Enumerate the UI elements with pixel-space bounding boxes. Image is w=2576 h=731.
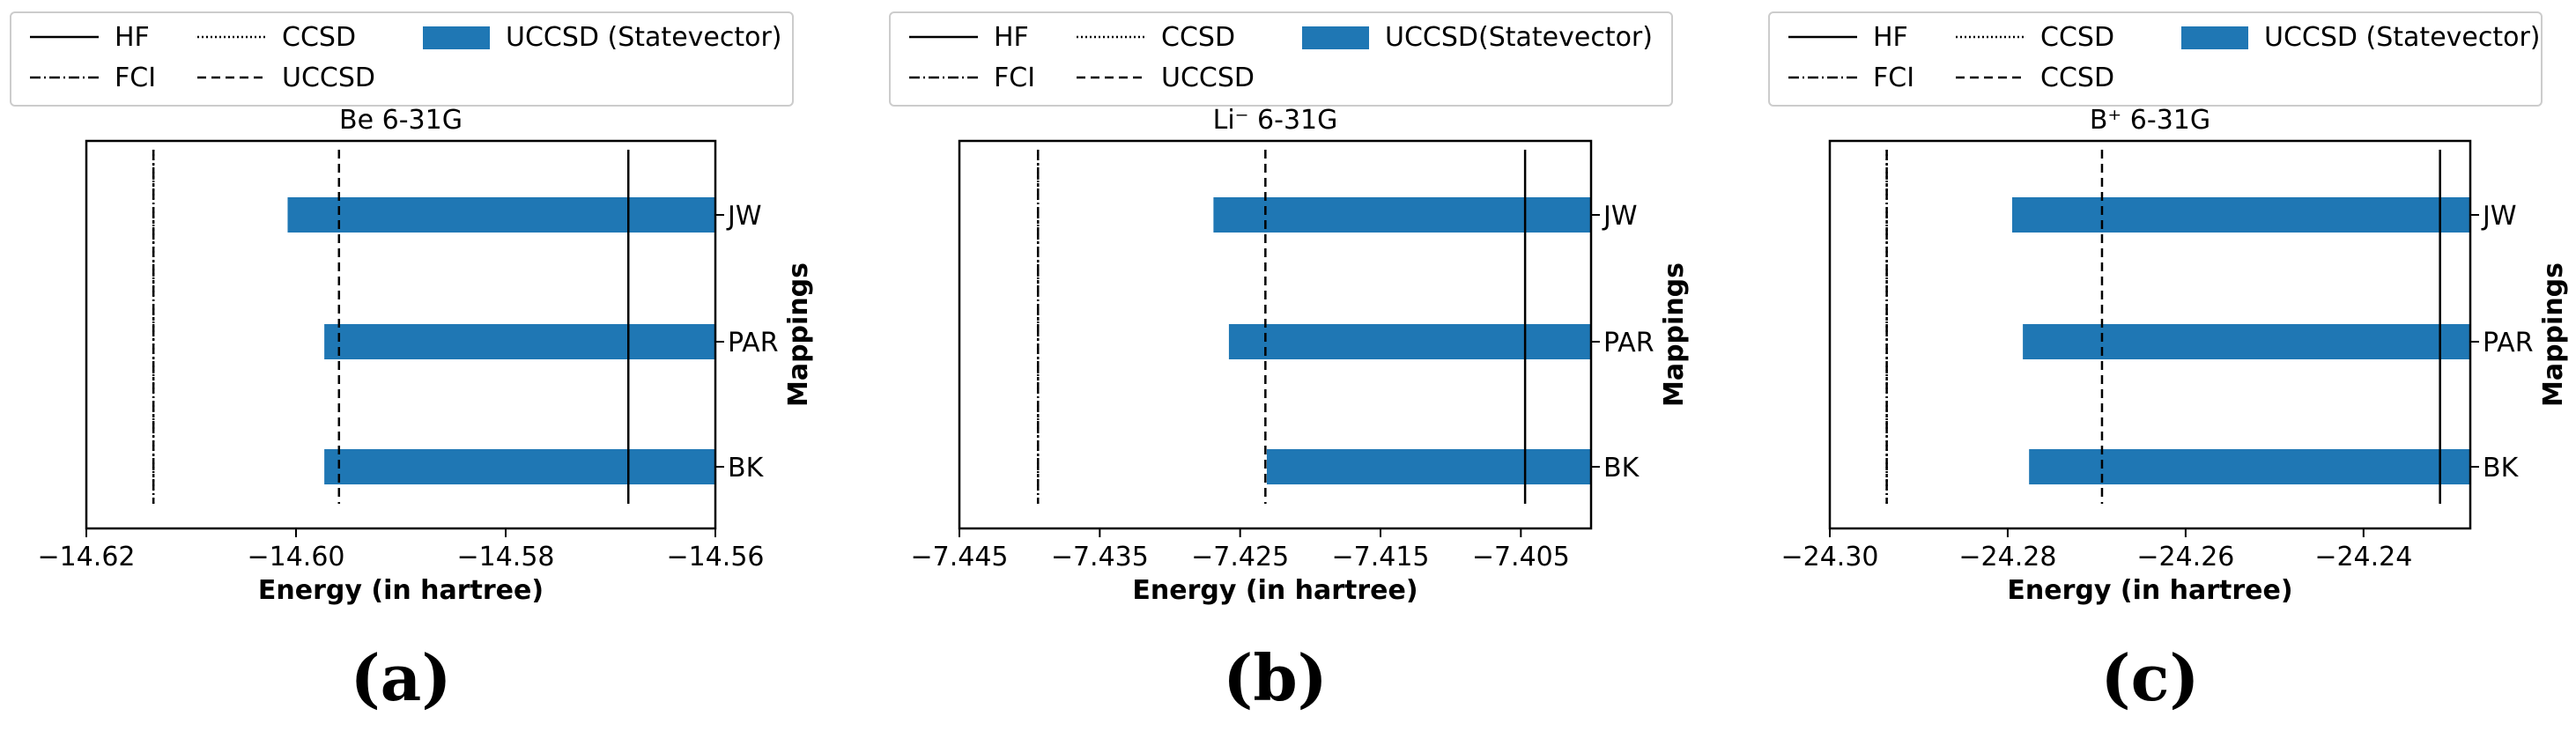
reference-lines [152,150,630,504]
legend-label-uccsd: UCCSD [1161,63,1255,93]
y-axis-label: Mappings [783,262,814,407]
x-tick-label: −7.415 [1331,542,1429,572]
x-tick-label: −7.405 [1472,542,1570,572]
axes-frame [85,139,717,530]
bar-par [1228,324,1591,359]
panel-label: (b) [1223,640,1327,715]
chart-panel-2: HF FCI CCSD UCCSD UCCSD(Statevector) Li⁻ 6-31… [889,11,1690,715]
x-tick-label: −24.24 [2314,542,2412,572]
legend-label-bar: UCCSD(Statevector) [1385,22,1653,53]
bar-jw [287,197,715,233]
legend-label-hf: HF [115,22,150,53]
legend-label-hf: HF [1873,22,1908,53]
legend-label-bar: UCCSD (Statevector) [2264,22,2541,53]
legend-label-bar: UCCSD (Statevector) [506,22,782,53]
y-axis: JW PAR BK Mappings [1591,201,1690,484]
legend: HF FCI CCSD UCCSD UCCSD(Statevector) [889,11,1673,107]
reference-lines [1885,150,2441,504]
legend-label-uccsd: CCSD [2040,63,2114,93]
panel-label: (a) [351,640,452,715]
x-axis-label: Energy (in hartree) [1132,575,1418,606]
bar-jw [1213,197,1591,233]
legend-swatch-bar [423,26,490,49]
legend-swatch-bar [2181,26,2248,49]
legend-label-fci: FCI [994,63,1035,93]
y-tick-label-bk: BK [728,453,765,484]
x-axis: −24.30 −24.28 −24.26 −24.24 Energy (in hartr… [1780,528,2412,606]
x-tick-label: −24.30 [1780,542,1878,572]
legend: HF FCI CCSD UCCSD UCCSD (Statevector) [10,11,794,107]
legend-label-fci: FCI [1873,63,1914,93]
bar-bk [2029,449,2470,484]
chart-panel-1: HF FCI CCSD UCCSD UCCSD (Statevector) Be 6-31… [10,11,814,715]
y-axis: JW PAR BK Mappings [2470,201,2569,484]
y-axis-label: Mappings [1659,262,1690,407]
chart-title: B⁺ 6-31G [2090,105,2210,136]
axes-frame [1828,139,2472,530]
x-tick-label: −24.28 [1958,542,2056,572]
legend-label-ccsd: CCSD [2040,22,2114,53]
bar-bk [324,449,715,484]
bar-bk [1266,449,1591,484]
y-tick-label-bk: BK [1603,453,1640,484]
y-tick-label-par: PAR [728,328,779,358]
legend-label-fci: FCI [115,63,156,93]
x-tick-label: −7.445 [910,542,1008,572]
x-tick-label: −14.56 [666,542,764,572]
axes-frame [958,139,1593,530]
legend-label-ccsd: CCSD [1161,22,1235,53]
chart-title: Li⁻ 6-31G [1213,105,1338,136]
legend-label-hf: HF [994,22,1029,53]
y-tick-label-jw: JW [2481,201,2517,232]
bar-par [324,324,715,359]
bar-par [2023,324,2470,359]
bar-series [2011,197,2470,484]
legend-frame [10,11,794,107]
panel-label: (c) [2101,640,2200,715]
x-tick-label: −14.58 [456,542,554,572]
legend-label-ccsd: CCSD [282,22,356,53]
chart-title: Be 6-31G [339,105,463,136]
x-tick-label: −24.26 [2136,542,2234,572]
reference-lines [1036,150,1527,504]
bar-jw [2011,197,2470,233]
y-tick-label-bk: BK [2483,453,2520,484]
bar-series [1213,197,1591,484]
x-tick-label: −14.60 [247,542,344,572]
legend-frame [889,11,1673,107]
y-axis-label: Mappings [2538,262,2569,407]
chart-panel-3: HF FCI CCSD CCSD UCCSD (Statevector) B⁺ 6-31G… [1768,11,2569,715]
x-axis-label: Energy (in hartree) [258,575,544,606]
x-axis: −14.62 −14.60 −14.58 −14.56 Energy (in hartr… [37,528,765,606]
y-tick-label-jw: JW [726,201,762,232]
bar-series [287,197,715,484]
x-axis-label: Energy (in hartree) [2007,575,2292,606]
y-tick-label-par: PAR [2483,328,2534,358]
x-axis: −7.445 −7.435 −7.425 −7.415 −7.405 Energy (in… [910,528,1570,606]
x-tick-label: −7.435 [1051,542,1149,572]
x-tick-label: −14.62 [37,542,135,572]
legend-label-uccsd: UCCSD [282,63,375,93]
legend: HF FCI CCSD CCSD UCCSD (Statevector) [1768,11,2543,107]
y-axis: JW PAR BK Mappings [715,201,814,484]
x-tick-label: −7.425 [1191,542,1289,572]
y-tick-label-par: PAR [1603,328,1654,358]
legend-frame [1768,11,2543,107]
legend-swatch-bar [1302,26,1369,49]
y-tick-label-jw: JW [1602,201,1638,232]
